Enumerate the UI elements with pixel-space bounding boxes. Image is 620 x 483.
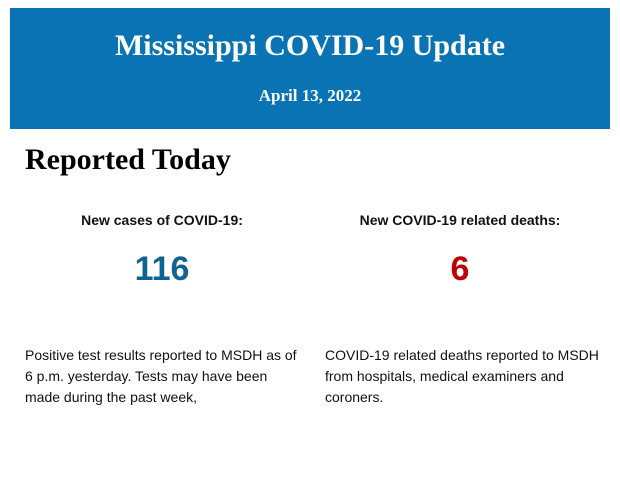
stat-block: New cases of COVID-19: 116 — [22, 212, 302, 289]
stat-value: 116 — [134, 250, 190, 288]
stat-block: New COVID-19 related deaths: 6 — [320, 212, 600, 289]
stat-label: New COVID-19 related deaths: — [359, 212, 561, 228]
header-banner: Mississippi COVID-19 Update April 13, 20… — [10, 8, 610, 129]
stat-description: Positive test results reported to MSDH a… — [25, 347, 297, 405]
section-title: Reported Today — [25, 143, 231, 176]
header-title: Mississippi COVID-19 Update — [114, 29, 506, 62]
stat-value: 6 — [450, 250, 470, 288]
header-date: April 13, 2022 — [258, 86, 362, 105]
stat-label: New cases of COVID-19: — [81, 212, 243, 228]
stat-description: COVID-19 related deaths reported to MSDH… — [325, 347, 599, 405]
